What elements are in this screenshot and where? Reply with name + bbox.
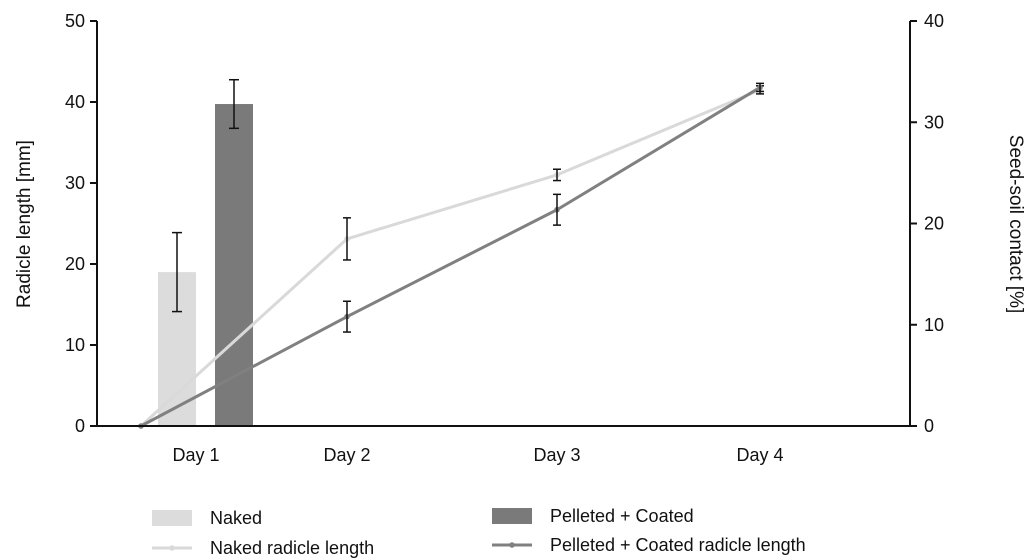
legend-marker	[509, 542, 515, 548]
x-tick-label: Day 3	[533, 445, 580, 465]
legend: Naked Naked radicle length Pelleted + Coat…	[152, 506, 806, 558]
y-tick-label: 30	[65, 173, 85, 193]
y2-axis-title: Seed-soil contact [%]	[1005, 135, 1026, 313]
y-tick-label: 0	[75, 416, 85, 436]
x-tick-label: Day 4	[736, 445, 783, 465]
y2-tick-label: 40	[924, 11, 944, 31]
y-tick-label: 10	[65, 335, 85, 355]
legend-marker	[169, 545, 175, 551]
x-tick-label: Day 1	[172, 445, 219, 465]
legend-swatch	[152, 510, 192, 526]
legend-label: Naked radicle length	[210, 538, 374, 558]
plot-area	[138, 80, 764, 429]
legend-label: Naked	[210, 508, 262, 528]
y-axis-title: Radicle length [mm]	[14, 140, 35, 308]
y-tick-label: 20	[65, 254, 85, 274]
y-tick-label: 40	[65, 92, 85, 112]
y-tick-label: 50	[65, 11, 85, 31]
legend-label: Pelleted + Coated	[550, 506, 694, 526]
x-tick-label: Day 2	[323, 445, 370, 465]
y2-tick-label: 0	[924, 416, 934, 436]
legend-swatch	[492, 508, 532, 524]
y2-tick-label: 20	[924, 214, 944, 234]
legend-label: Pelleted + Coated radicle length	[550, 535, 806, 555]
y2-tick-label: 30	[924, 112, 944, 132]
y2-tick-label: 10	[924, 315, 944, 335]
